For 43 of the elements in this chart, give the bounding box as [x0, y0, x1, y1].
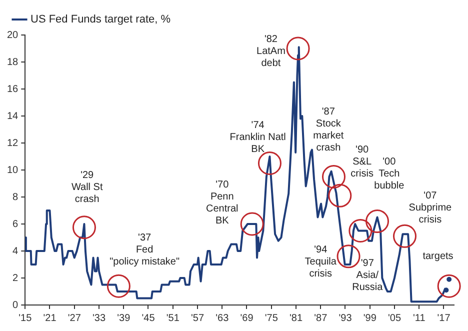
x-tick-label: '81 [289, 312, 303, 324]
annotation: '82 LatAm debt [256, 34, 286, 69]
x-tick-label: '27 [68, 312, 82, 324]
y-tick-label: 14 [7, 110, 19, 122]
annotation: '97 Asia/ Russia [352, 258, 384, 293]
annotation: '37 Fed "policy mistake" [110, 232, 180, 268]
x-tick-label: '63 [216, 312, 230, 324]
x-tick-label: '15 [18, 312, 32, 324]
annotation: '74 Franklin Natl BK [230, 120, 286, 156]
x-tick-label: '39 [117, 312, 131, 324]
x-tick-label: '11 [412, 312, 426, 324]
annotation: '87 Stock market crash [313, 106, 344, 154]
point [446, 276, 452, 282]
x-tick-label: '21 [43, 312, 57, 324]
y-tick-label: 8 [12, 192, 19, 203]
annotation: targets [422, 251, 454, 262]
y-tick-label: 4 [12, 246, 19, 257]
x-tick-label: '69 [240, 312, 254, 324]
annotation: '07 Subprime crisis [408, 190, 452, 226]
x-tick-label: '33 [92, 312, 106, 324]
annotation: '94 Tequila crisis [304, 244, 337, 280]
y-tick-label: 16 [7, 84, 19, 95]
x-tick-label: '99 [363, 312, 377, 324]
y-tick-label: 10 [7, 164, 19, 176]
y-tick-label: 20 [7, 30, 19, 41]
y-tick-label: 6 [12, 218, 19, 230]
y-tick-label: 2 [12, 272, 19, 284]
annotation: '00 Tech bubble [374, 156, 405, 192]
x-tick-label: '75 [264, 312, 278, 324]
x-tick-label: '17 [437, 312, 451, 324]
annotation: '70 Penn Central BK [206, 180, 238, 227]
y-tick-label: 12 [7, 138, 19, 149]
x-tick-label: '87 [314, 312, 328, 324]
x-tick-label: '45 [142, 312, 156, 324]
y-tick-label: 18 [7, 56, 19, 68]
annotation: '29 Wall St crash [71, 170, 103, 206]
x-tick-label: '05 [388, 312, 402, 324]
legend-label: US Fed Funds target rate, % [30, 14, 171, 26]
annotation: '90 S&L crisis [350, 144, 374, 180]
x-tick-label: '57 [190, 312, 204, 324]
x-tick-label: '93 [338, 312, 352, 324]
y-tick-label: 0 [12, 300, 19, 311]
x-tick-label: '51 [166, 312, 180, 324]
